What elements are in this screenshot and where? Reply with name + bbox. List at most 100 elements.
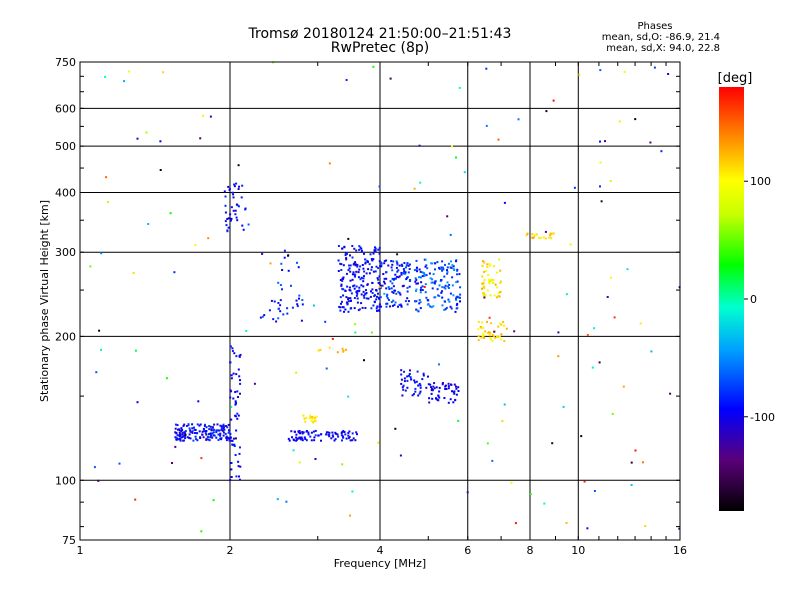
echo-point xyxy=(128,70,131,73)
echo-point xyxy=(364,262,367,265)
echo-point xyxy=(484,294,487,297)
echo-point xyxy=(281,269,284,271)
echo-point xyxy=(233,185,236,188)
echo-point xyxy=(417,384,420,387)
echo-point xyxy=(232,196,235,199)
echo-point xyxy=(424,291,427,294)
echo-point xyxy=(400,369,403,372)
echo-point xyxy=(186,436,189,439)
echo-point xyxy=(455,297,457,300)
echo-point xyxy=(358,268,361,271)
echo-point xyxy=(438,267,441,270)
echo-point xyxy=(295,299,298,302)
echo-point xyxy=(134,498,137,501)
chart-title-line1: Tromsø 20180124 21:50:00–21:51:43 xyxy=(248,26,512,42)
echo-point xyxy=(404,300,407,303)
echo-point xyxy=(209,432,212,435)
echo-point xyxy=(418,302,421,305)
echo-point xyxy=(179,437,181,440)
echo-point xyxy=(356,433,358,436)
echo-point xyxy=(314,434,317,437)
echo-point xyxy=(229,361,231,364)
echo-point xyxy=(337,435,340,438)
echo-point xyxy=(456,269,459,272)
echo-point xyxy=(182,439,185,442)
echo-point xyxy=(229,436,232,439)
echo-point xyxy=(238,355,241,358)
echo-point xyxy=(400,373,403,376)
echo-point xyxy=(510,481,513,484)
echo-point xyxy=(415,278,418,281)
echo-point xyxy=(228,437,231,440)
echo-point xyxy=(395,260,398,263)
echo-point xyxy=(219,437,222,440)
echo-point xyxy=(331,337,334,340)
echo-point xyxy=(222,434,225,437)
echo-point xyxy=(340,432,343,435)
echo-point xyxy=(295,371,298,374)
echo-point xyxy=(450,383,452,386)
echo-point xyxy=(348,430,351,433)
echo-point xyxy=(368,263,371,266)
echo-point xyxy=(378,252,381,255)
echo-point xyxy=(357,309,360,312)
echo-point xyxy=(277,302,280,304)
echo-point xyxy=(397,269,400,272)
echo-point xyxy=(433,382,436,385)
echo-point xyxy=(355,249,358,252)
echo-point xyxy=(344,254,347,257)
echo-point xyxy=(310,439,313,442)
echo-point xyxy=(427,375,429,378)
echo-point xyxy=(215,431,218,434)
echo-point xyxy=(450,307,453,310)
echo-point xyxy=(630,461,633,464)
echo-point xyxy=(238,375,241,378)
echo-point xyxy=(336,351,339,354)
echo-point xyxy=(136,137,139,140)
echo-point xyxy=(353,262,356,265)
echo-point xyxy=(449,266,452,269)
echo-point xyxy=(208,425,211,428)
echo-point xyxy=(227,226,230,229)
echo-point xyxy=(309,435,312,438)
echo-point xyxy=(310,420,313,423)
echo-point xyxy=(237,465,240,468)
echo-point xyxy=(435,397,437,400)
echo-point xyxy=(491,333,494,336)
echo-point xyxy=(351,256,354,259)
echo-point xyxy=(548,236,551,239)
echo-point xyxy=(486,289,489,292)
echo-point xyxy=(446,215,449,218)
echo-point xyxy=(402,268,405,270)
echo-point xyxy=(425,386,428,389)
y-tick-label: 200 xyxy=(55,330,76,343)
echo-point xyxy=(496,296,498,299)
echo-point xyxy=(456,302,459,305)
echo-point xyxy=(599,69,602,72)
colorbar-label: [deg] xyxy=(718,71,753,86)
echo-point xyxy=(283,249,286,252)
echo-point xyxy=(356,265,359,268)
echo-point xyxy=(290,284,292,287)
echo-point xyxy=(341,247,344,250)
echo-point xyxy=(196,439,199,442)
echo-point xyxy=(207,433,210,436)
echo-point xyxy=(454,399,457,402)
echo-point xyxy=(452,294,455,297)
echo-point xyxy=(239,379,241,382)
echo-point xyxy=(496,271,499,274)
echo-point xyxy=(222,425,225,428)
echo-point xyxy=(446,281,449,284)
echo-point xyxy=(232,372,235,375)
echo-point xyxy=(204,432,207,435)
echo-point xyxy=(203,424,206,427)
echo-point xyxy=(366,283,369,286)
echo-point xyxy=(307,433,310,436)
echo-point xyxy=(430,306,433,309)
echo-point xyxy=(171,462,173,464)
echo-point xyxy=(408,268,411,270)
echo-point xyxy=(188,436,191,439)
echo-point xyxy=(211,432,214,435)
echo-point xyxy=(371,258,374,261)
echo-point xyxy=(441,290,443,293)
